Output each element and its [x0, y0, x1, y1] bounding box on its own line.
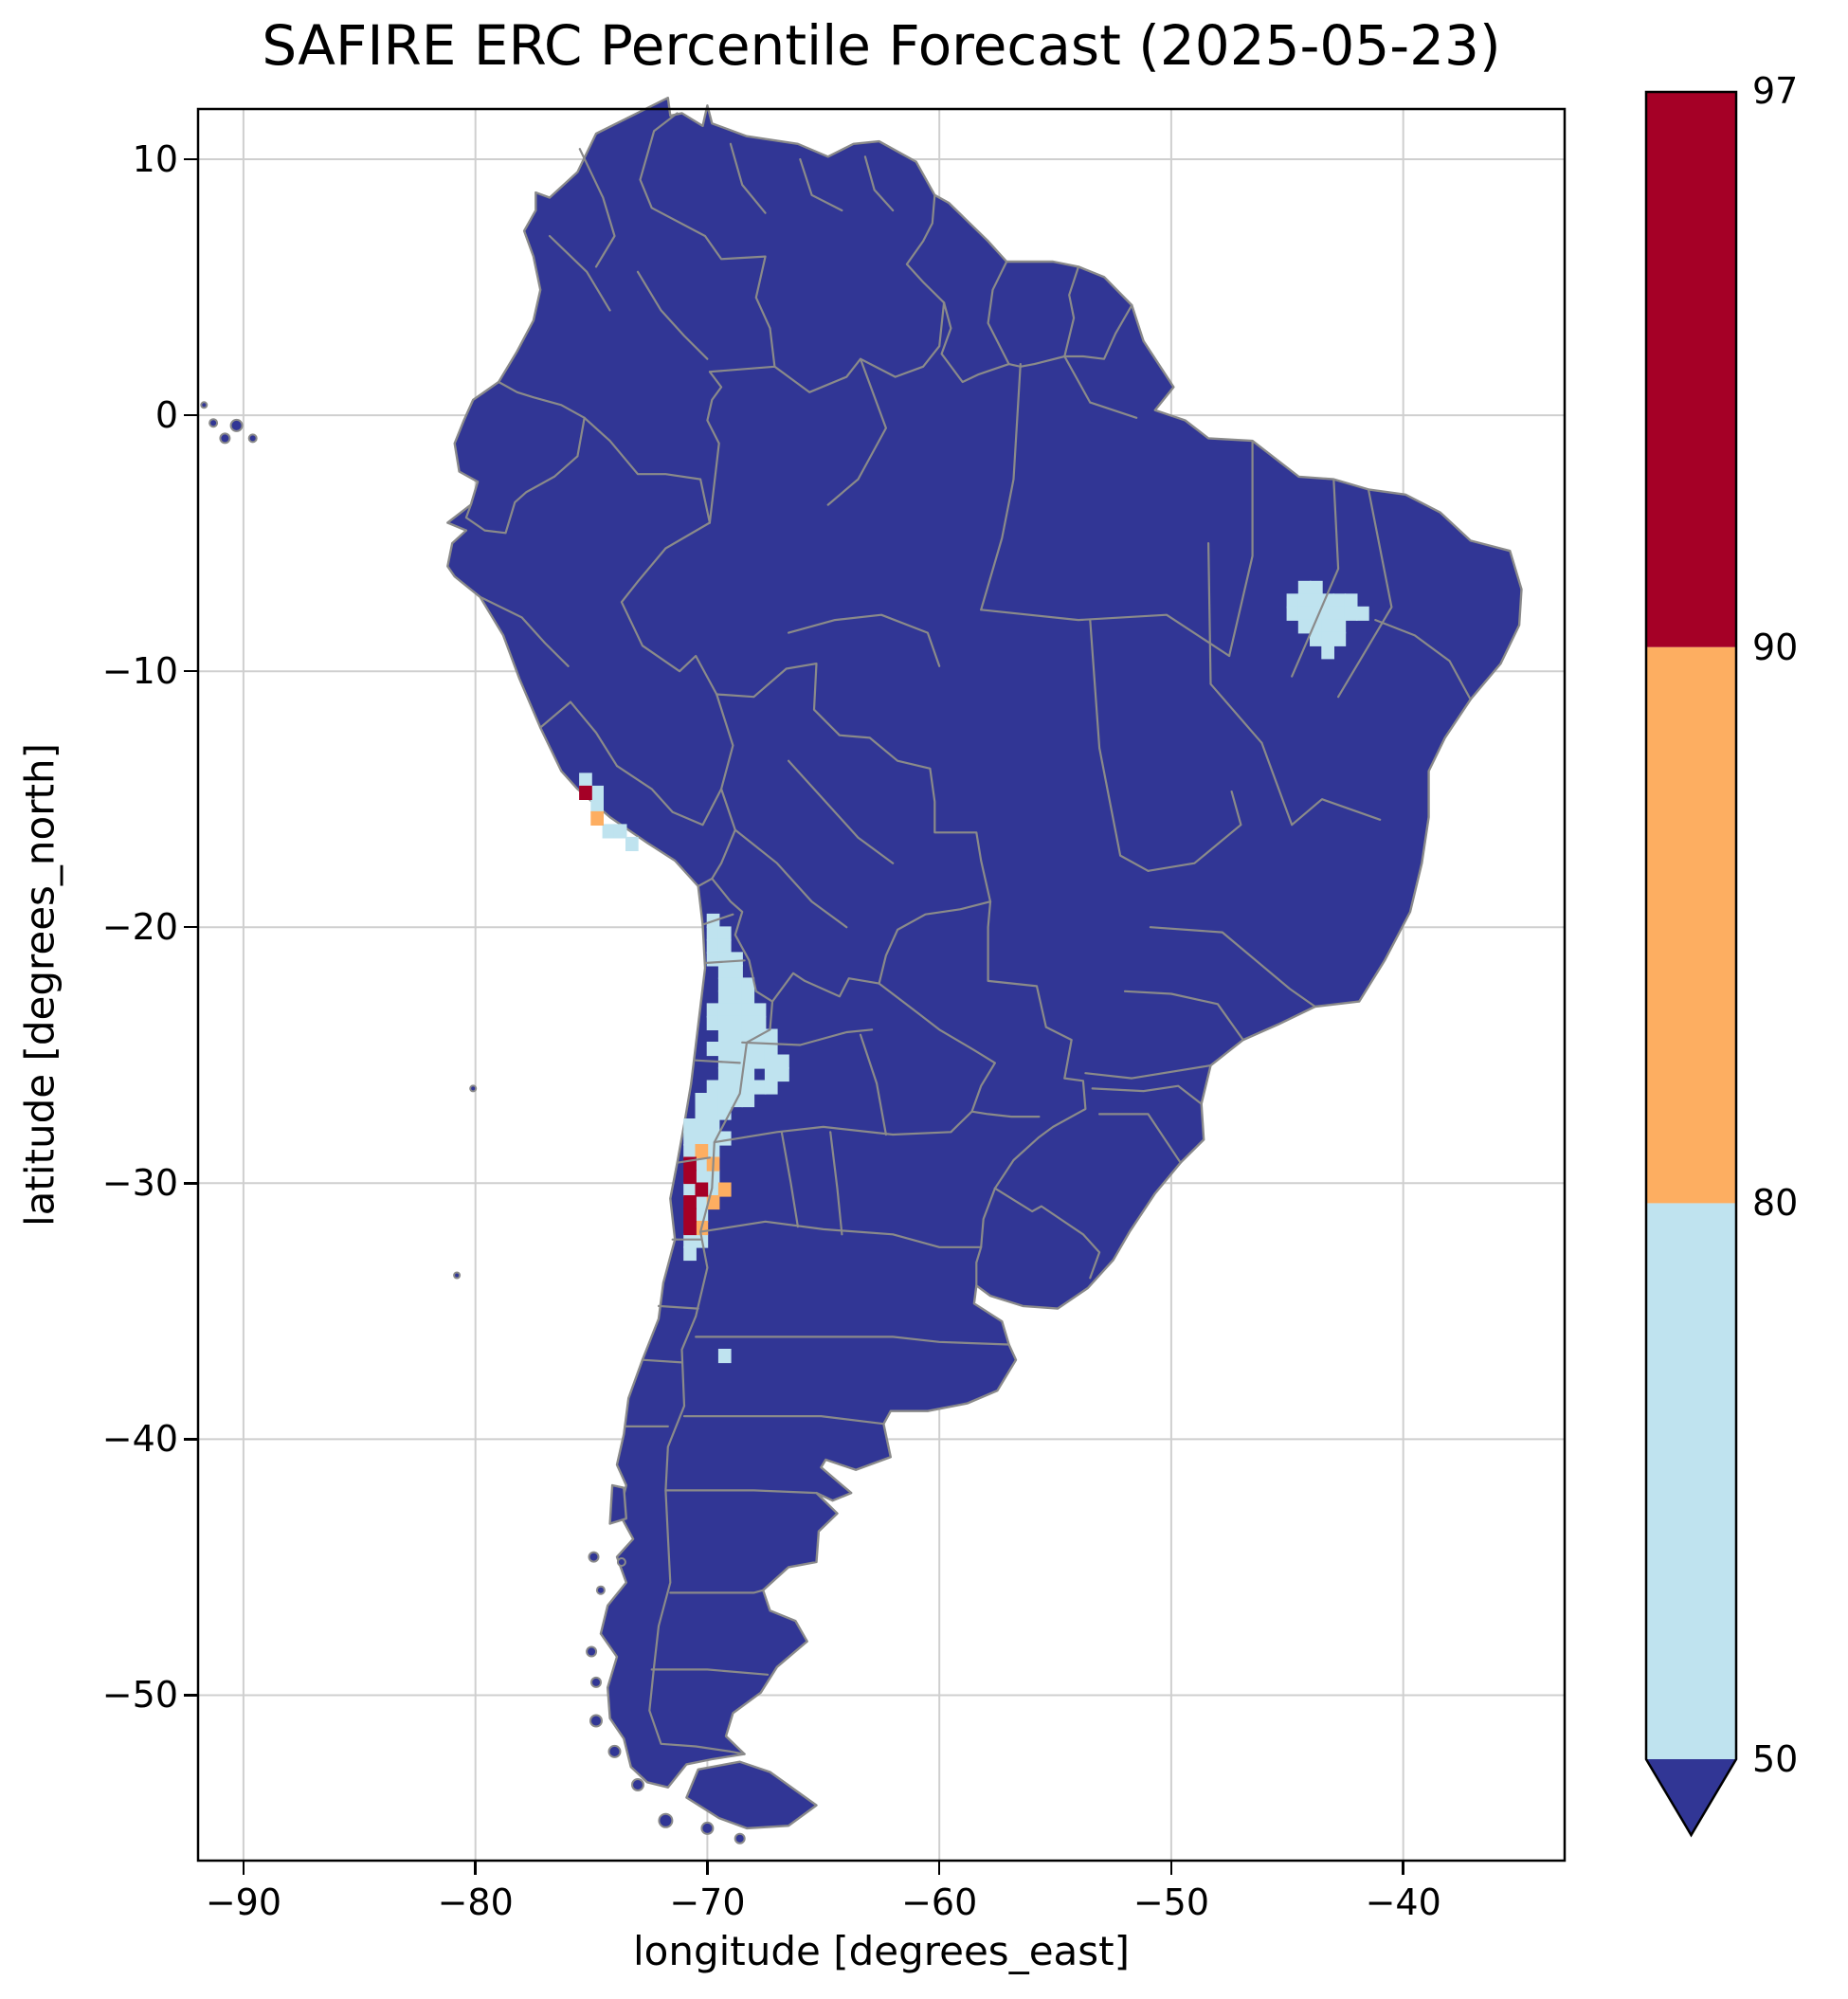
- colorbar-tick-label: 90: [1752, 626, 1799, 668]
- colorbar-tick-label: 97: [1752, 70, 1799, 112]
- y-tick-mark: [184, 1182, 197, 1185]
- y-tick-mark: [184, 413, 197, 417]
- colorbar-tick-label: 50: [1752, 1738, 1799, 1780]
- colorbar-outline: [1644, 90, 1738, 1838]
- admin-boundaries: [464, 112, 1472, 1755]
- y-tick-mark: [184, 925, 197, 929]
- plot-area: [196, 97, 1567, 1863]
- x-tick-label: −40: [1365, 1881, 1441, 1923]
- y-tick-label: −50: [101, 1674, 178, 1717]
- colorbar-segment: [1645, 1203, 1737, 1759]
- y-tick-label: −40: [101, 1418, 178, 1461]
- map-svg: [196, 97, 1567, 1863]
- y-tick-mark: [184, 1694, 197, 1697]
- x-tick-mark: [1402, 1862, 1404, 1875]
- y-tick-label: −10: [101, 650, 178, 693]
- x-tick-label: −60: [901, 1881, 978, 1923]
- colorbar-segment: [1645, 646, 1737, 1204]
- x-tick-label: −90: [205, 1881, 282, 1923]
- x-tick-mark: [1169, 1862, 1173, 1875]
- y-tick-label: −20: [101, 906, 178, 949]
- percentile-cells: [579, 580, 1369, 1364]
- y-tick-label: 10: [132, 138, 178, 180]
- x-tick-label: −80: [437, 1881, 514, 1923]
- y-tick-label: 0: [154, 394, 178, 437]
- chart-title: SAFIRE ERC Percentile Forecast (2025-05-…: [262, 13, 1501, 78]
- y-axis-label-text: latitude [degrees_north]: [16, 743, 63, 1227]
- x-axis-label: longitude [degrees_east]: [632, 1928, 1130, 1974]
- x-tick-mark: [706, 1862, 709, 1875]
- x-tick-label: −50: [1132, 1881, 1210, 1923]
- colorbar: [1644, 90, 1738, 1838]
- colorbar-segment: [1645, 91, 1737, 647]
- y-tick-label: −30: [101, 1162, 178, 1205]
- x-tick-label: −70: [669, 1881, 746, 1923]
- plot-frame: [196, 107, 1567, 1863]
- colorbar-svg: [1644, 90, 1738, 1838]
- x-tick-mark: [474, 1862, 477, 1875]
- y-tick-mark: [184, 669, 197, 673]
- colorbar-under-arrow: [1645, 1759, 1737, 1836]
- y-tick-mark: [184, 1438, 197, 1441]
- y-tick-mark: [184, 157, 197, 161]
- x-tick-mark: [242, 1862, 245, 1875]
- colorbar-tick-label: 80: [1752, 1182, 1799, 1225]
- x-tick-mark: [937, 1862, 941, 1875]
